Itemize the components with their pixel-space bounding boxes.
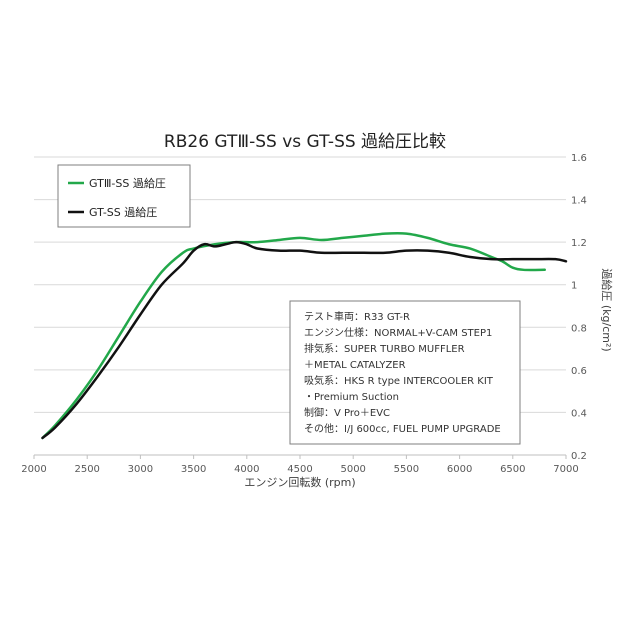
x-tick-label: 6500 [500, 464, 525, 475]
legend-label-gt3-ss: GTⅢ-SS 過給圧 [89, 176, 166, 190]
x-tick-label: 6000 [447, 464, 472, 475]
y-tick-label: 1.6 [571, 153, 587, 164]
y-axis-ticks: 0.2 0.4 0.6 0.8 1 1.2 1.4 1.6 [571, 153, 587, 462]
x-tick-label: 5500 [394, 464, 419, 475]
spec-note-line: テスト車両：R33 GT-R [304, 310, 410, 323]
spec-note-line: その他：I/J 600cc, FUEL PUMP UPGRADE [304, 422, 501, 435]
spec-note-line: ＋METAL CATALYZER [304, 360, 406, 371]
spec-note-box [289, 300, 521, 445]
spec-note-line: ・Premium Suction [304, 392, 399, 403]
y-tick-label: 0.6 [571, 366, 587, 377]
spec-note: テスト車両：R33 GT-R エンジン仕様：NORMAL+V-CAM STEP1… [289, 300, 521, 445]
x-tick-label: 3500 [181, 464, 206, 475]
x-tick-label: 4000 [234, 464, 259, 475]
x-tick-label: 4500 [287, 464, 312, 475]
series-line-0 [41, 231, 546, 440]
y-tick-label: 1.2 [571, 238, 587, 249]
y-tick-label: 1 [571, 281, 577, 292]
x-tick-label: 5000 [340, 464, 365, 475]
x-tick-label: 7000 [553, 464, 578, 475]
spec-note-line: エンジン仕様：NORMAL+V-CAM STEP1 [304, 326, 492, 339]
series-lines [41, 231, 568, 440]
spec-note-line: 吸気系：HKS R type INTERCOOLER KIT [304, 374, 494, 387]
x-tick-label: 2000 [21, 464, 46, 475]
x-axis-label: エンジン回転数 (rpm) [244, 476, 355, 489]
x-tick-label: 3000 [128, 464, 153, 475]
chart-title: RB26 GTⅢ-SS vs GT-SS 過給圧比較 [164, 132, 446, 152]
legend-label-gt-ss: GT-SS 過給圧 [89, 205, 157, 219]
y-axis-label: 過給圧 (kg/cm²) [600, 268, 614, 351]
series-line-1 [41, 240, 568, 440]
y-tick-label: 0.8 [571, 323, 587, 334]
x-tick-label: 2500 [74, 464, 99, 475]
y-tick-label: 1.4 [571, 196, 587, 207]
spec-note-line: 制御：V Pro＋EVC [304, 406, 390, 419]
y-tick-label: 0.4 [571, 408, 587, 419]
legend: GTⅢ-SS 過給圧 GT-SS 過給圧 [57, 164, 191, 228]
legend-box [57, 164, 191, 228]
y-tick-label: 0.2 [571, 451, 587, 462]
x-axis-ticks: 2000 2500 3000 3500 4000 4500 5000 5500 6000 6500… [21, 455, 579, 475]
spec-note-line: 排気系：SUPER TURBO MUFFLER [304, 342, 465, 355]
